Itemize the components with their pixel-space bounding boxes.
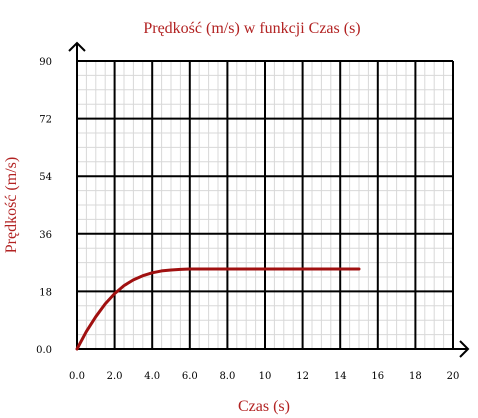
x-axis-label: Czas (s) <box>238 398 290 415</box>
y-tick-label: 90 <box>39 57 52 68</box>
y-tick-label: 36 <box>39 230 52 241</box>
x-tick-label: 0.0 <box>69 371 85 382</box>
y-tick-label: 0.0 <box>36 345 52 356</box>
x-tick-label: 14 <box>334 371 347 382</box>
x-tick-label: 20 <box>447 371 460 382</box>
minor-grid <box>77 61 453 349</box>
series-line <box>75 267 361 351</box>
axes <box>68 41 470 358</box>
y-axis-label: Prędkość (m/s) <box>3 157 20 253</box>
x-tick-label: 4.0 <box>144 371 160 382</box>
y-tick-label: 54 <box>39 172 52 183</box>
x-tick-label: 12 <box>296 371 309 382</box>
major-grid <box>77 60 454 349</box>
x-tick-label: 10 <box>259 371 272 382</box>
y-tick-label: 18 <box>39 287 52 298</box>
x-tick-label: 18 <box>409 371 422 382</box>
x-tick-label: 2.0 <box>107 371 123 382</box>
y-axis-arrow-icon <box>68 41 86 52</box>
x-axis-arrow-icon <box>459 340 470 358</box>
y-tick-label: 72 <box>39 115 52 126</box>
x-tick-label: 16 <box>371 371 384 382</box>
x-tick-label: 8.0 <box>219 371 235 382</box>
x-tick-labels: 0.0 2.0 4.0 6.0 8.0 10 12 14 16 18 20 <box>69 371 459 382</box>
x-tick-label: 6.0 <box>182 371 198 382</box>
y-tick-labels: 0.0 18 36 54 72 90 <box>36 57 52 356</box>
chart-title: Prędkość (m/s) w funkcji Czas (s) <box>143 20 360 37</box>
